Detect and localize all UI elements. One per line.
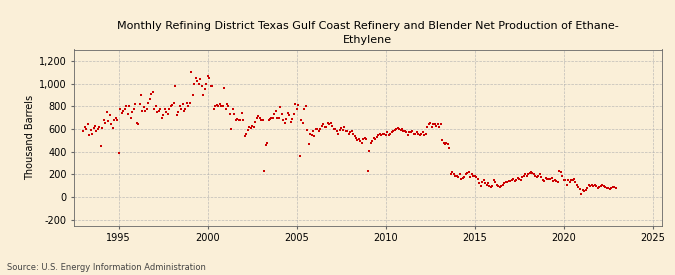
Text: Source: U.S. Energy Information Administration: Source: U.S. Energy Information Administ…: [7, 263, 206, 272]
Title: Monthly Refining District Texas Gulf Coast Refinery and Blender Net Production o: Monthly Refining District Texas Gulf Coa…: [117, 21, 619, 45]
Y-axis label: Thousand Barrels: Thousand Barrels: [25, 95, 34, 180]
